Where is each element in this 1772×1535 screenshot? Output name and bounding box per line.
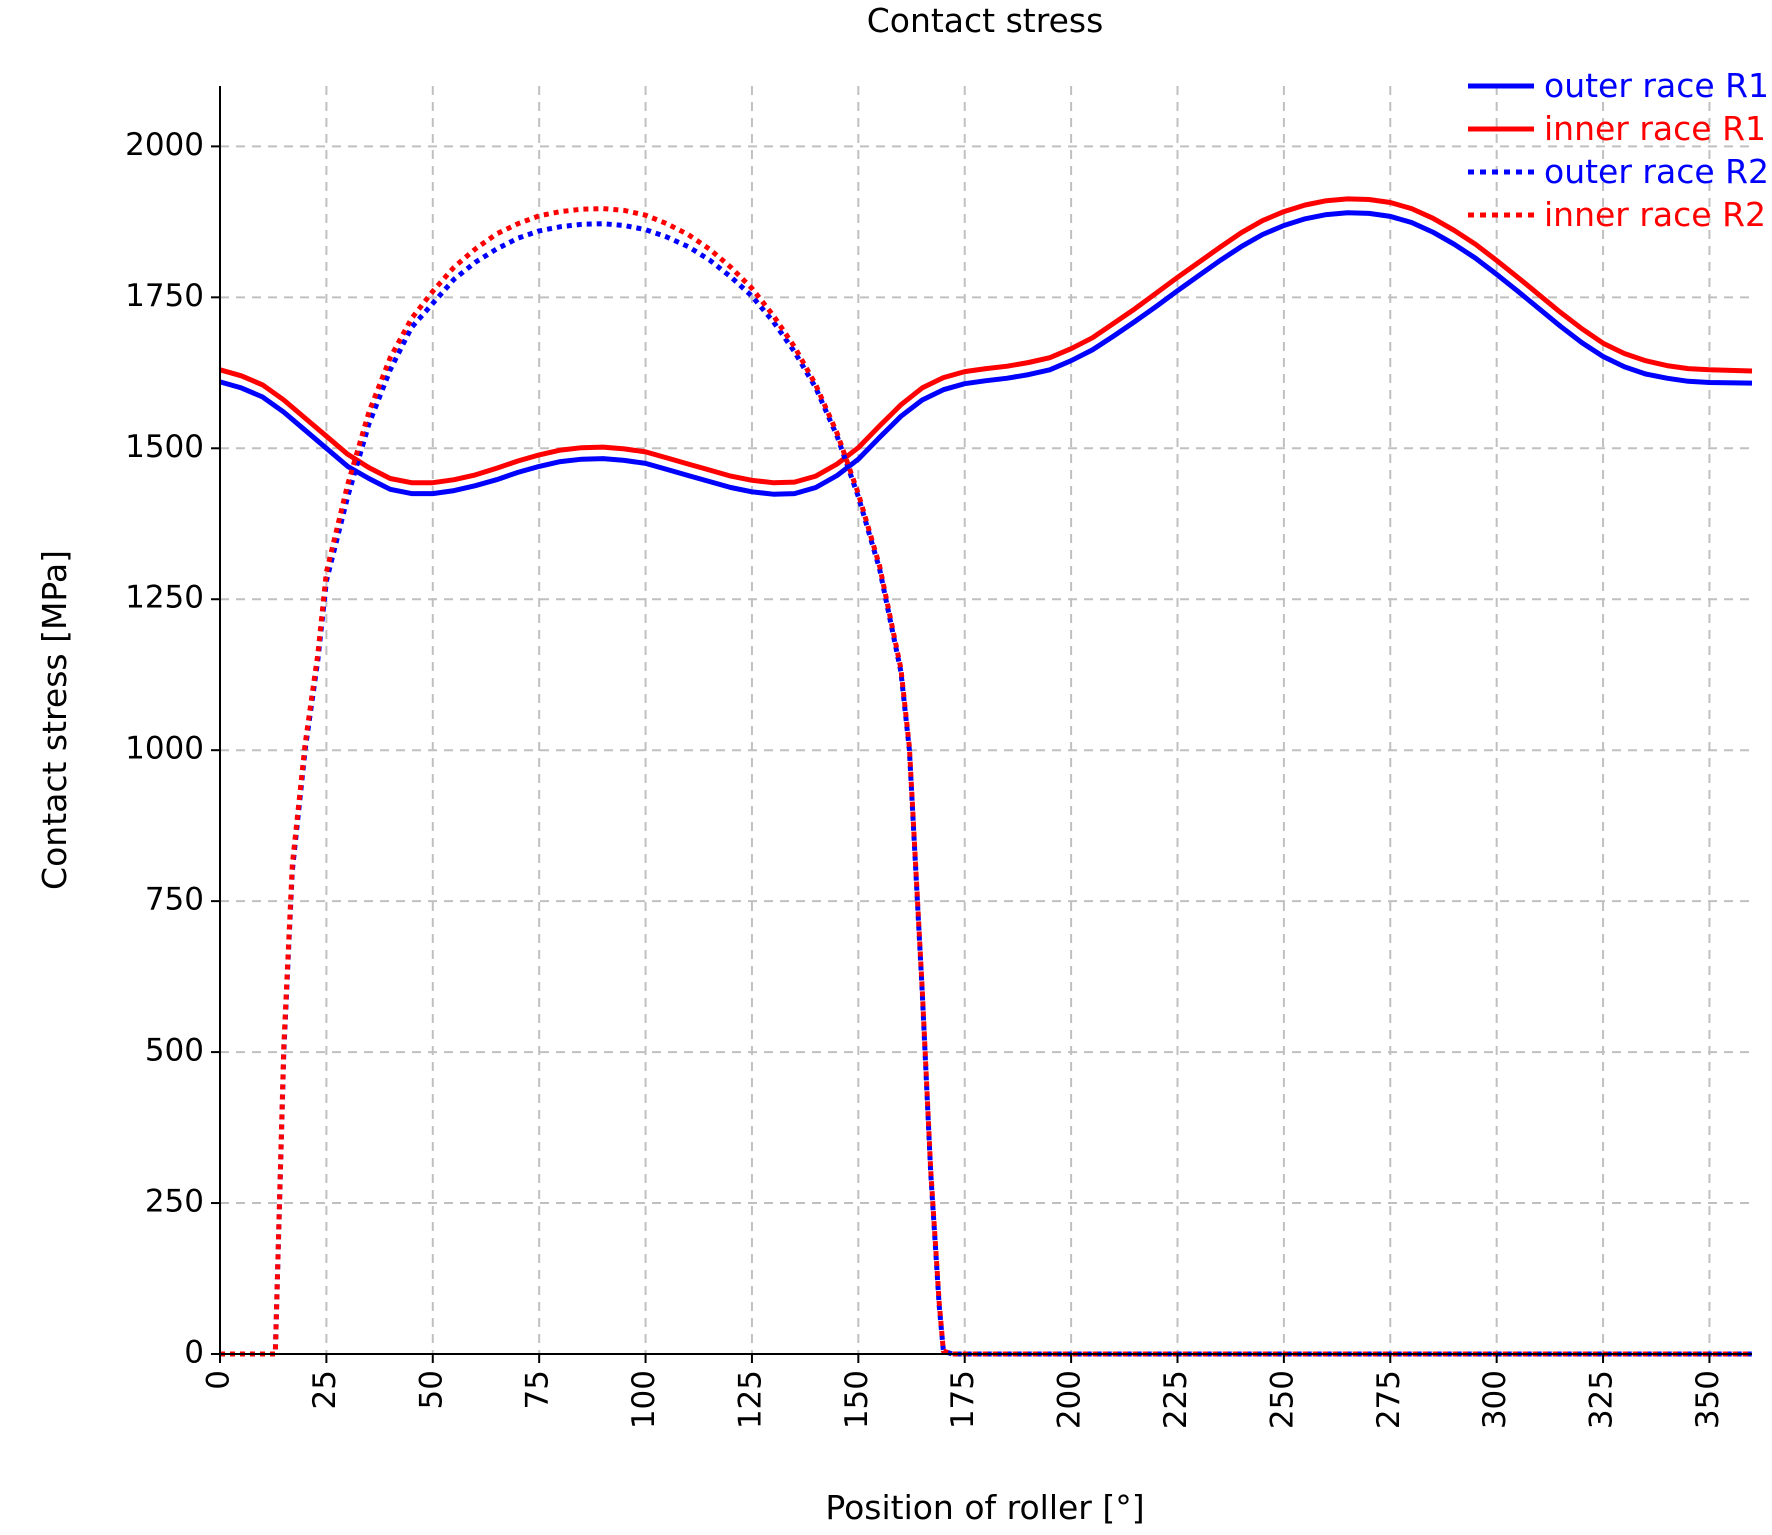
series-line-outer-race-r1 <box>219 210 1753 497</box>
x-tick-label: 300 <box>1477 1370 1513 1429</box>
x-tick-label: 100 <box>626 1370 662 1429</box>
y-tick-label: 1500 <box>125 429 204 465</box>
x-tick-label: 200 <box>1052 1370 1088 1429</box>
y-tick-label: 500 <box>145 1033 204 1069</box>
y-tick-label: 1750 <box>125 278 204 314</box>
x-tick-label: 175 <box>945 1370 981 1429</box>
series-group <box>219 196 1753 1357</box>
x-tick-label: 275 <box>1371 1370 1407 1429</box>
x-tick-label: 150 <box>839 1370 875 1429</box>
x-ticks: 0 25 50 75 100 125 150 175 200 225 250 275 300 325 350 <box>201 1354 1726 1429</box>
x-tick-label: 50 <box>413 1370 449 1409</box>
legend-label: inner race R1 <box>1544 109 1766 148</box>
y-tick-label: 2000 <box>125 127 204 163</box>
series-line-inner-race-r2 <box>220 206 1752 1357</box>
x-tick-label: 0 <box>201 1370 237 1390</box>
y-axis-label: Contact stress [MPa] <box>35 550 74 890</box>
y-tick-label: 750 <box>145 882 204 918</box>
x-axis-label: Position of roller [°] <box>825 1488 1144 1527</box>
series-line-outer-race-r2 <box>220 221 1752 1357</box>
x-tick-label: 25 <box>307 1370 343 1409</box>
x-tick-label: 250 <box>1264 1370 1300 1429</box>
legend-label: inner race R2 <box>1544 195 1766 234</box>
y-tick-label: 1000 <box>125 731 204 767</box>
chart-title: Contact stress <box>867 1 1104 40</box>
x-tick-label: 125 <box>732 1370 768 1429</box>
y-tick-label: 1250 <box>125 580 204 616</box>
legend-label: outer race R1 <box>1544 66 1769 105</box>
x-tick-label: 225 <box>1158 1370 1194 1429</box>
series-line-inner-race-r1 <box>219 196 1753 486</box>
legend: outer race R1 inner race R1 outer race R2 i… <box>1468 66 1769 234</box>
x-tick-label: 350 <box>1690 1370 1726 1429</box>
y-tick-label: 0 <box>184 1335 204 1371</box>
axes <box>219 86 1752 1355</box>
x-tick-label: 325 <box>1584 1370 1620 1429</box>
grid <box>220 86 1752 1354</box>
y-ticks: 0 250 500 750 1000 1250 1500 1750 2000 <box>125 127 220 1371</box>
legend-label: outer race R2 <box>1544 152 1769 191</box>
y-tick-label: 250 <box>145 1184 204 1220</box>
x-tick-label: 75 <box>520 1370 556 1409</box>
